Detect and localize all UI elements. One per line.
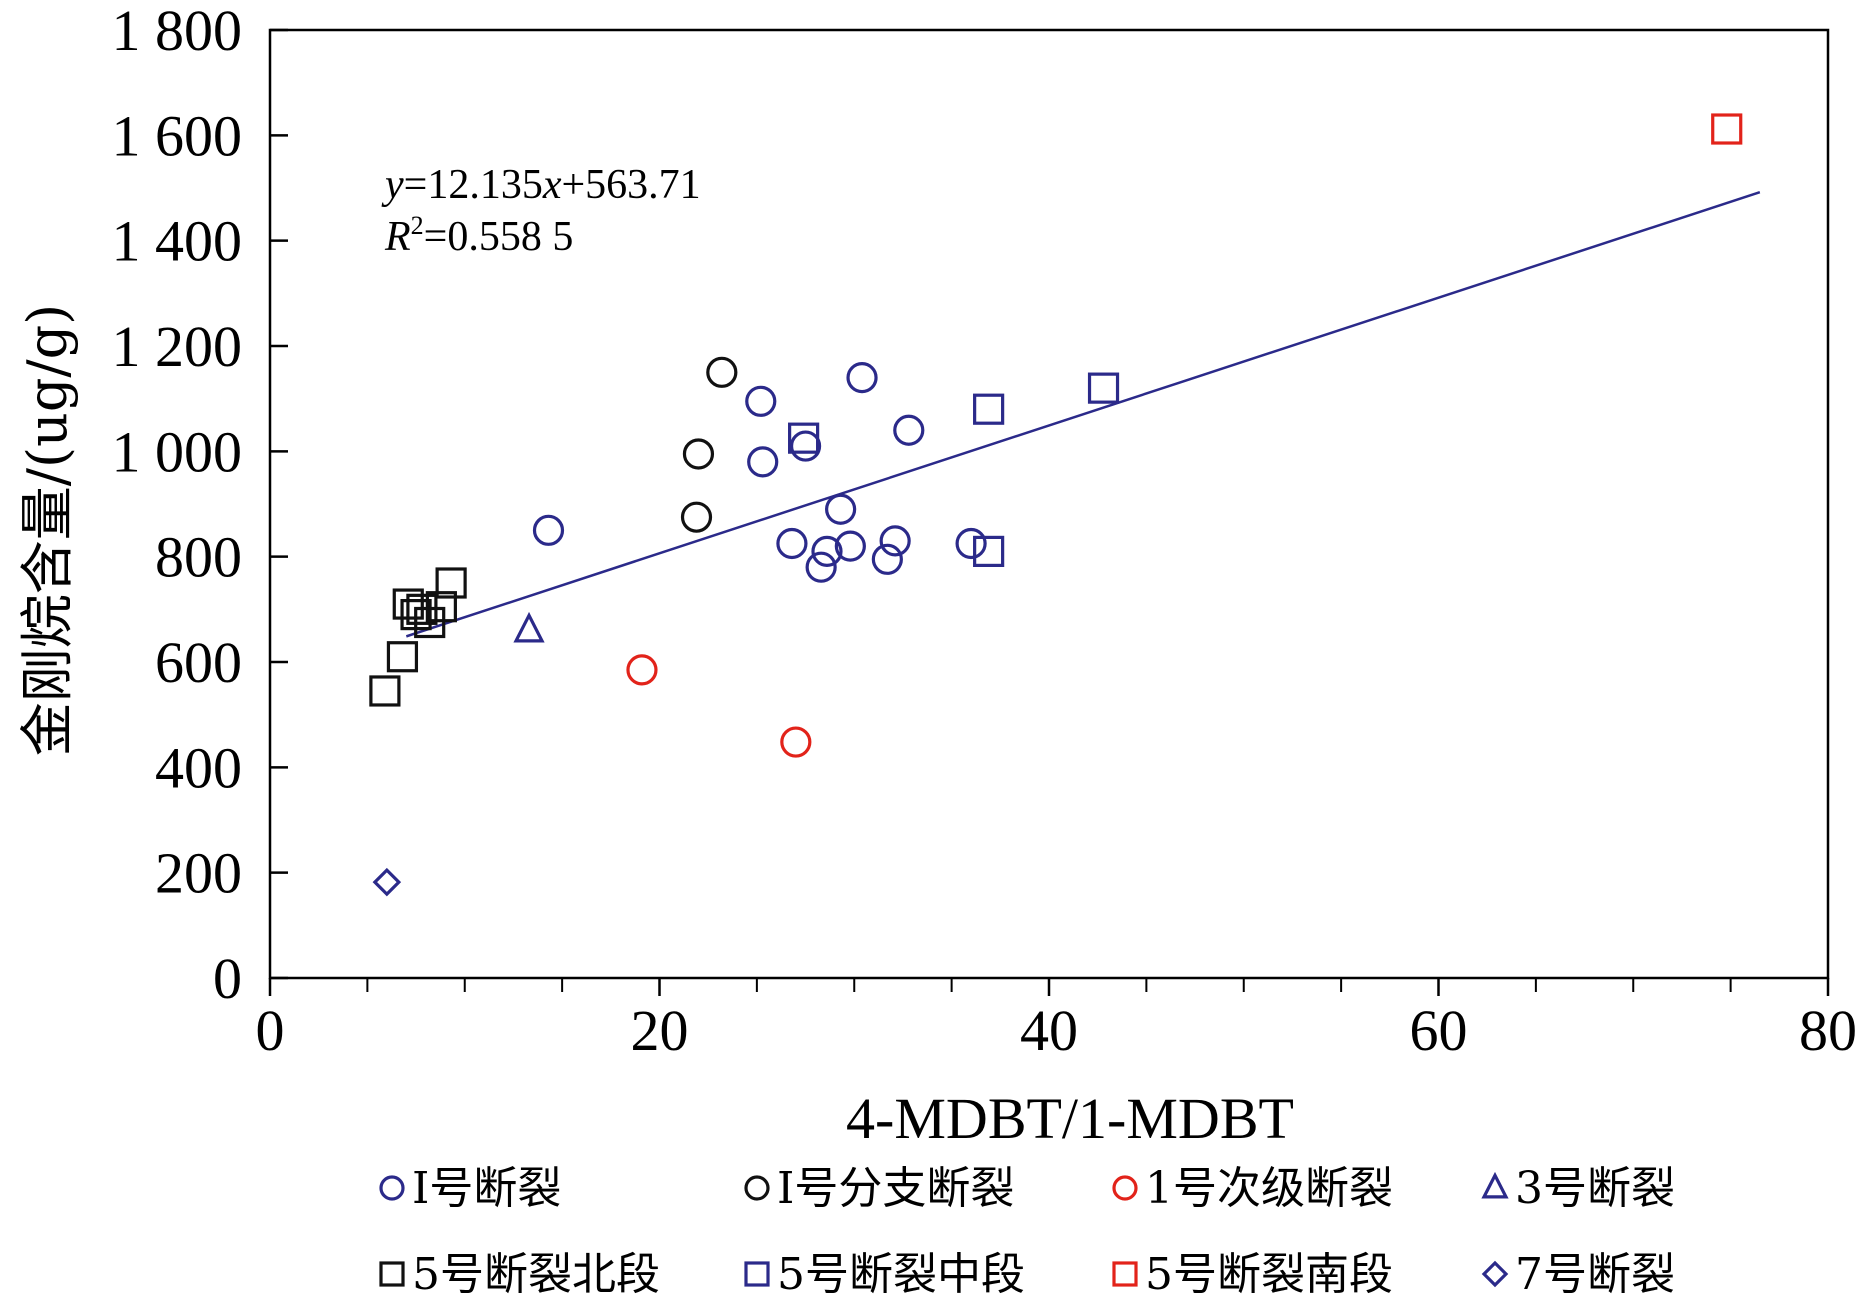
x-tick-label: 60 <box>1410 998 1468 1063</box>
x-minor-ticks <box>366 978 1732 992</box>
data-point-circle <box>805 551 837 583</box>
data-point-triangle <box>513 611 545 643</box>
y-tick-label: 600 <box>155 630 242 695</box>
data-point-diamond <box>372 867 402 897</box>
legend-label: 3号断裂 <box>1515 1163 1675 1214</box>
legend-label: 5号断裂南段 <box>1145 1249 1393 1300</box>
legend-marker <box>744 1175 770 1201</box>
data-point-circle <box>680 501 713 533</box>
data-point-circle <box>871 543 903 575</box>
data-point-square <box>1087 372 1120 404</box>
legend-marker <box>379 1261 405 1287</box>
legend-marker <box>1112 1261 1138 1287</box>
y-tick-label: 400 <box>155 735 242 800</box>
legend: I号断裂 I号分支断裂 1号次级断裂 3号断裂 5号断裂北段 5号断裂中段 5号断裂南段 7号… <box>379 1163 1675 1300</box>
legend-marker <box>1481 1260 1509 1288</box>
legend-marker <box>744 1261 770 1287</box>
data-point-circle <box>776 527 808 560</box>
legend-label: I号分支断裂 <box>777 1163 1014 1214</box>
y-tick-label: 0 <box>213 946 242 1011</box>
legend-marker <box>379 1175 405 1201</box>
y-tick-label: 1 600 <box>112 103 243 168</box>
regression-equation: y=12.135x+563.71 <box>381 162 701 208</box>
x-tick-label: 40 <box>1020 998 1078 1063</box>
legend-label: I号断裂 <box>412 1163 561 1214</box>
y-tick-label: 1 800 <box>112 0 243 63</box>
y-axis-title: 金刚烷含量/(ug/g) <box>16 304 79 756</box>
data-point-circle <box>745 385 777 417</box>
legend-label: 5号断裂北段 <box>412 1249 660 1300</box>
data-point-circle <box>532 514 565 546</box>
data-point-circle <box>626 654 658 686</box>
data-point-square <box>369 675 401 707</box>
x-tick-label: 80 <box>1799 998 1857 1063</box>
data-point-circle <box>811 535 843 568</box>
data-point-circle <box>789 430 822 462</box>
y-tick-label: 1 400 <box>112 209 243 274</box>
y-axis: 0 200 400 600 800 1 000 1 200 1 400 1 600 1 800 <box>112 0 288 1011</box>
data-point-circle <box>706 356 738 388</box>
x-axis: 0 20 40 60 80 <box>256 978 1857 1063</box>
data-point-square <box>973 535 1005 568</box>
data-point-circle <box>846 362 878 394</box>
y-tick-label: 800 <box>155 525 242 590</box>
trendline <box>405 191 1761 638</box>
data-point-square <box>425 591 457 623</box>
y-tick-label: 200 <box>155 841 242 906</box>
data-point-square <box>1711 113 1743 145</box>
legend-label: 1号次级断裂 <box>1145 1163 1393 1214</box>
data-point-circle <box>747 446 779 478</box>
r-squared-label: R2=0.558 5 <box>384 211 573 260</box>
data-point-circle <box>682 438 715 470</box>
data-point-circle <box>780 726 812 758</box>
y-tick-label: 1 200 <box>112 314 243 379</box>
data-point-circle <box>834 530 866 562</box>
data-point-square <box>386 641 419 673</box>
legend-marker <box>1481 1171 1509 1199</box>
data-point-square <box>788 422 820 454</box>
data-points <box>369 113 1743 897</box>
data-point-square <box>414 606 446 639</box>
data-point-square <box>435 567 467 599</box>
data-point-circle <box>879 525 911 557</box>
legend-marker <box>1112 1175 1138 1201</box>
data-point-square <box>973 393 1005 425</box>
y-tick-label: 1 000 <box>112 419 243 484</box>
data-point-circle <box>825 493 857 525</box>
legend-label: 7号断裂 <box>1515 1249 1675 1300</box>
x-tick-label: 20 <box>631 998 689 1063</box>
legend-label: 5号断裂中段 <box>777 1249 1025 1300</box>
x-axis-title: 4-MDBT/1-MDBT <box>846 1086 1294 1151</box>
data-point-circle <box>955 527 987 560</box>
x-tick-label: 0 <box>256 998 285 1063</box>
data-point-circle <box>893 414 925 446</box>
